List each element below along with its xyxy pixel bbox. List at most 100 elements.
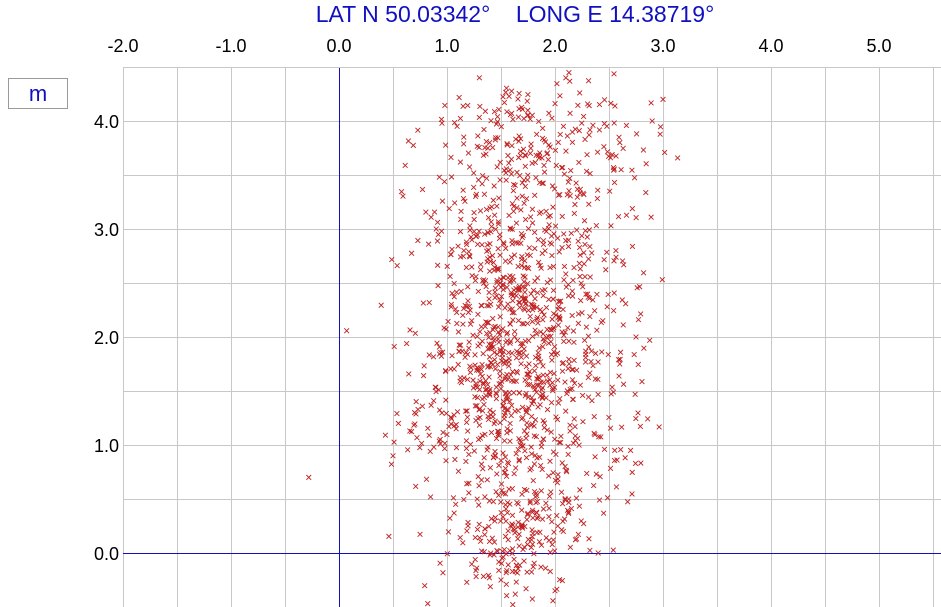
data-point [623, 122, 630, 129]
data-point [555, 314, 562, 321]
data-point [494, 471, 500, 477]
data-point [538, 379, 544, 385]
data-point [586, 536, 592, 542]
data-point [522, 289, 528, 295]
data-point [501, 167, 507, 174]
data-point [501, 438, 508, 444]
data-point [500, 286, 506, 293]
data-point [539, 125, 546, 132]
data-point [487, 550, 494, 556]
data-point [595, 187, 601, 193]
data-point [531, 302, 537, 309]
data-point [600, 510, 607, 516]
data-point [515, 154, 522, 161]
data-point [494, 351, 500, 357]
data-point [466, 248, 472, 255]
data-point [550, 296, 556, 302]
data-point [531, 229, 538, 236]
data-point [480, 573, 487, 580]
data-point [539, 466, 545, 473]
data-point [507, 338, 514, 344]
data-point [529, 507, 536, 513]
data-point [534, 515, 541, 522]
data-point [550, 326, 556, 333]
data-point [499, 555, 505, 561]
data-point [479, 173, 486, 179]
data-point [641, 345, 647, 351]
data-point [587, 170, 593, 177]
data-point [537, 150, 543, 156]
data-point [647, 337, 653, 344]
data-point [486, 303, 492, 309]
data-point [486, 268, 493, 274]
data-point [484, 242, 491, 248]
data-point [503, 569, 509, 576]
data-point [414, 434, 420, 441]
data-point [456, 342, 462, 348]
data-point [491, 356, 498, 363]
data-point [440, 570, 446, 576]
data-point [623, 212, 630, 218]
x-tick-labels: -2.0 -1.0 0.0 1.0 2.0 3.0 4.0 5.0 [107, 36, 891, 56]
data-point [648, 214, 654, 220]
data-point [558, 165, 565, 171]
data-point [635, 361, 642, 368]
data-point [543, 208, 549, 215]
data-point [506, 160, 512, 166]
data-point [536, 345, 543, 351]
data-point [417, 444, 423, 451]
data-point [494, 119, 501, 125]
data-point [533, 174, 539, 181]
data-point [512, 465, 519, 471]
data-point [529, 112, 536, 118]
data-point [467, 321, 474, 327]
data-point [503, 85, 510, 91]
data-point [485, 145, 491, 151]
data-point [629, 243, 636, 250]
data-point [508, 412, 514, 419]
data-point [466, 303, 473, 310]
data-point [507, 547, 513, 554]
data-point [527, 214, 534, 220]
data-point [394, 262, 400, 269]
data-point [514, 348, 520, 355]
data-point [436, 344, 443, 350]
data-point [587, 243, 593, 250]
data-point [408, 250, 415, 256]
data-point [577, 273, 583, 280]
data-point [497, 177, 503, 183]
data-point [608, 391, 614, 397]
data-point [498, 499, 504, 505]
data-point [306, 474, 312, 481]
data-point [419, 186, 426, 193]
data-point [500, 398, 507, 405]
data-point [492, 448, 498, 455]
data-point [495, 432, 502, 439]
data-point [503, 245, 509, 252]
data-point [481, 401, 487, 408]
data-point [519, 193, 526, 199]
data-point [525, 307, 532, 314]
data-point [571, 339, 577, 346]
data-point [451, 119, 458, 126]
data-point [418, 440, 425, 447]
data-point [528, 301, 534, 307]
data-point [474, 403, 480, 409]
data-point [491, 267, 497, 274]
data-point [508, 254, 515, 261]
data-point [530, 477, 536, 484]
data-point [510, 208, 517, 214]
data-point [524, 512, 531, 518]
data-point [617, 361, 623, 367]
data-point [457, 159, 464, 165]
data-point [494, 164, 500, 170]
data-point [557, 131, 563, 138]
data-point [517, 299, 523, 306]
data-point [458, 208, 464, 215]
data-point [509, 142, 515, 149]
data-point [390, 453, 396, 459]
data-point [458, 379, 465, 386]
data-point [460, 195, 467, 202]
data-point [511, 203, 517, 210]
data-point [528, 422, 534, 428]
